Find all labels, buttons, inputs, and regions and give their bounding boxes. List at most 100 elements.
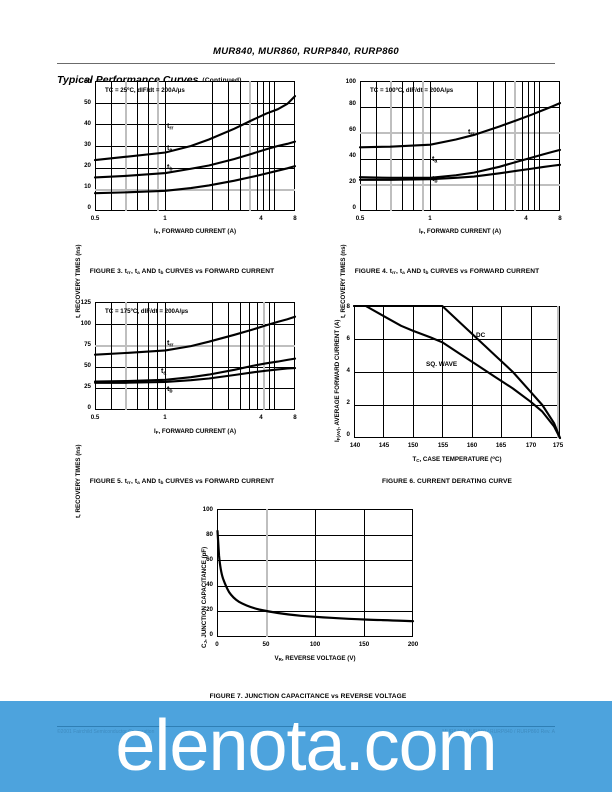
figure-3-xtick: 4 bbox=[259, 215, 263, 222]
figure-6-ytick: 6 bbox=[346, 335, 350, 342]
figure-7-ytick: 80 bbox=[206, 531, 213, 538]
figure-3-xtick: 8 bbox=[293, 215, 297, 222]
figure-4-ytick: 100 bbox=[345, 78, 356, 85]
figure-4-xlabel: IF, FORWARD CURRENT (A) bbox=[418, 228, 502, 236]
figure-6-xlabel: TC, CASE TEMPERATURE (oC) bbox=[412, 455, 502, 464]
figure-5: t, RECOVERY TIMES (ns) 0 25 50 75 100 12… bbox=[57, 299, 307, 518]
figure-4-ytick: 40 bbox=[349, 152, 356, 159]
figure-5-xtick: 1 bbox=[163, 414, 167, 421]
figure-3-ytick: 30 bbox=[84, 141, 91, 148]
figure-5-curves bbox=[93, 315, 297, 384]
figure-7-ytick: 100 bbox=[202, 506, 213, 513]
figure-6-plot: DC SQ. WAVE bbox=[352, 304, 562, 440]
figure-4-xtick: 1 bbox=[428, 215, 432, 222]
watermark-text: elenota.com bbox=[115, 706, 497, 786]
figure-6: IF(AV), AVERAGE FORWARD CURRENT (A) 0 2 … bbox=[322, 300, 572, 495]
figure-7-plot bbox=[216, 509, 415, 637]
figure-3-ytick: 40 bbox=[84, 120, 91, 127]
figure-6-xtick: 155 bbox=[437, 442, 449, 449]
figure-4-ytick: 20 bbox=[349, 178, 356, 185]
figure-4-condition-note: TC = 100ºC, dIF/dt = 200A/µs bbox=[370, 87, 454, 94]
figure-6-xtick: 165 bbox=[495, 442, 507, 449]
figure-4-ytick: 0 bbox=[352, 204, 356, 211]
figure-5-ytick: 100 bbox=[80, 320, 91, 327]
figure-3-plot: TC = 25ºC, dIF/dt = 200A/µs trr ta tb bbox=[93, 81, 297, 211]
figure-7-ytick: 60 bbox=[206, 556, 213, 563]
figure-3-xlabel: IF, FORWARD CURRENT (A) bbox=[153, 228, 237, 236]
figure-6-ytick: 0 bbox=[346, 431, 350, 438]
figure-4-ytick: 60 bbox=[349, 126, 356, 133]
figure-5-ytick: 25 bbox=[84, 383, 91, 390]
figure-6-xtick: 145 bbox=[378, 442, 390, 449]
figure-3-label-ta: ta bbox=[167, 143, 173, 154]
figure-4-frame bbox=[360, 81, 560, 211]
figure-6-label-dc: DC bbox=[476, 332, 486, 339]
figure-6-label-sq-wave: SQ. WAVE bbox=[426, 361, 458, 368]
figure-7-xtick: 100 bbox=[309, 641, 321, 648]
figure-3-ytick: 50 bbox=[84, 99, 91, 106]
figure-5-label-trr: trr bbox=[167, 338, 174, 349]
figure-5-ytick: 50 bbox=[84, 362, 91, 369]
figure-5-xlabel: IF, FORWARD CURRENT (A) bbox=[153, 428, 237, 436]
page-header-title: MUR840, MUR860, RURP840, RURP860 bbox=[213, 46, 399, 57]
figure-7-xlabel: VR, REVERSE VOLTAGE (V) bbox=[274, 655, 356, 663]
figure-3-label-trr: trr bbox=[167, 121, 174, 132]
figure-6-caption: FIGURE 6. CURRENT DERATING CURVE bbox=[381, 478, 513, 485]
figure-5-ytick: 125 bbox=[80, 299, 91, 306]
figure-5-ytick: 0 bbox=[87, 404, 91, 411]
figure-4-label-tb: tb bbox=[432, 174, 438, 185]
figure-4-label-ta: ta bbox=[432, 154, 438, 165]
figure-3-condition-note: TC = 25ºC, dIF/dt = 200A/µs bbox=[105, 87, 185, 94]
figure-3-label-tb: tb bbox=[167, 162, 173, 173]
figure-5-label-tb: tb bbox=[167, 384, 173, 395]
figure-5-frame bbox=[95, 302, 295, 410]
figure-4: t, RECOVERY TIMES (ns) 0 20 40 60 80 100 bbox=[322, 78, 572, 318]
figure-7-curve bbox=[216, 529, 415, 623]
figure-6-ytick: 2 bbox=[346, 399, 350, 406]
figure-6-xtick: 160 bbox=[466, 442, 478, 449]
figure-7-xtick: 0 bbox=[215, 641, 219, 648]
header-divider bbox=[57, 63, 555, 64]
figure-5-condition-note: TC = 175ºC, dIF/dt = 200A/µs bbox=[105, 308, 189, 315]
figure-6-xtick: 175 bbox=[552, 442, 564, 449]
figure-7-xtick: 200 bbox=[407, 641, 419, 648]
footer-revision: MUR840 / MUR860 / RURP840 / RURP860 Rev.… bbox=[442, 729, 555, 735]
footer-copyright: ©2001 Fairchild Semiconductor Corporatio… bbox=[57, 729, 155, 735]
figure-5-caption: FIGURE 5. trr, ta AND tb CURVES vs FORWA… bbox=[89, 478, 275, 487]
figure-3-xtick: 1 bbox=[163, 215, 167, 222]
figure-5-xtick: 4 bbox=[259, 414, 263, 421]
figure-5-plot: TC = 175ºC, dIF/dt = 200A/µs trr ta tb bbox=[93, 302, 297, 410]
figure-7-xtick: 50 bbox=[262, 641, 270, 648]
section-continued-label: (Continued) bbox=[202, 77, 241, 84]
figure-7-xtick: 150 bbox=[358, 641, 370, 648]
figure-4-label-trr: trr bbox=[468, 127, 475, 138]
footer-divider bbox=[57, 726, 555, 727]
figure-3-ytick: 0 bbox=[87, 204, 91, 211]
figure-3-caption: FIGURE 3. trr, ta AND tb CURVES vs FORWA… bbox=[89, 268, 275, 277]
figure-3-curves bbox=[93, 95, 297, 195]
figure-5-xtick: 8 bbox=[293, 414, 297, 421]
figure-6-xtick: 140 bbox=[349, 442, 361, 449]
figure-4-xtick: 8 bbox=[558, 215, 562, 222]
figure-7-ytick: 40 bbox=[206, 581, 213, 588]
figure-6-xtick: 170 bbox=[525, 442, 537, 449]
figure-4-caption: FIGURE 4. trr, ta AND tb CURVES vs FORWA… bbox=[354, 268, 540, 277]
figure-6-ytick: 4 bbox=[346, 367, 350, 374]
figure-6-xtick: 150 bbox=[407, 442, 419, 449]
figure-3-ytick: 10 bbox=[84, 183, 91, 190]
figure-3-xtick: 0.5 bbox=[90, 215, 100, 222]
figure-3-ytick: 60 bbox=[84, 78, 91, 85]
figure-5-xtick: 0.5 bbox=[90, 414, 100, 421]
figure-6-curves bbox=[352, 304, 562, 440]
figure-7-ytick: 0 bbox=[209, 631, 213, 638]
figure-5-label-ta: ta bbox=[161, 366, 167, 377]
figure-3-ytick: 20 bbox=[84, 162, 91, 169]
figure-4-xtick: 4 bbox=[524, 215, 528, 222]
figure-4-curves bbox=[358, 102, 562, 181]
watermark-band bbox=[0, 701, 612, 792]
figure-7-caption: FIGURE 7. JUNCTION CAPACITANCE vs REVERS… bbox=[209, 693, 407, 700]
figure-6-ytick: 8 bbox=[346, 303, 350, 310]
figure-4-xtick: 0.5 bbox=[355, 215, 365, 222]
figure-7-ytick: 20 bbox=[206, 606, 213, 613]
